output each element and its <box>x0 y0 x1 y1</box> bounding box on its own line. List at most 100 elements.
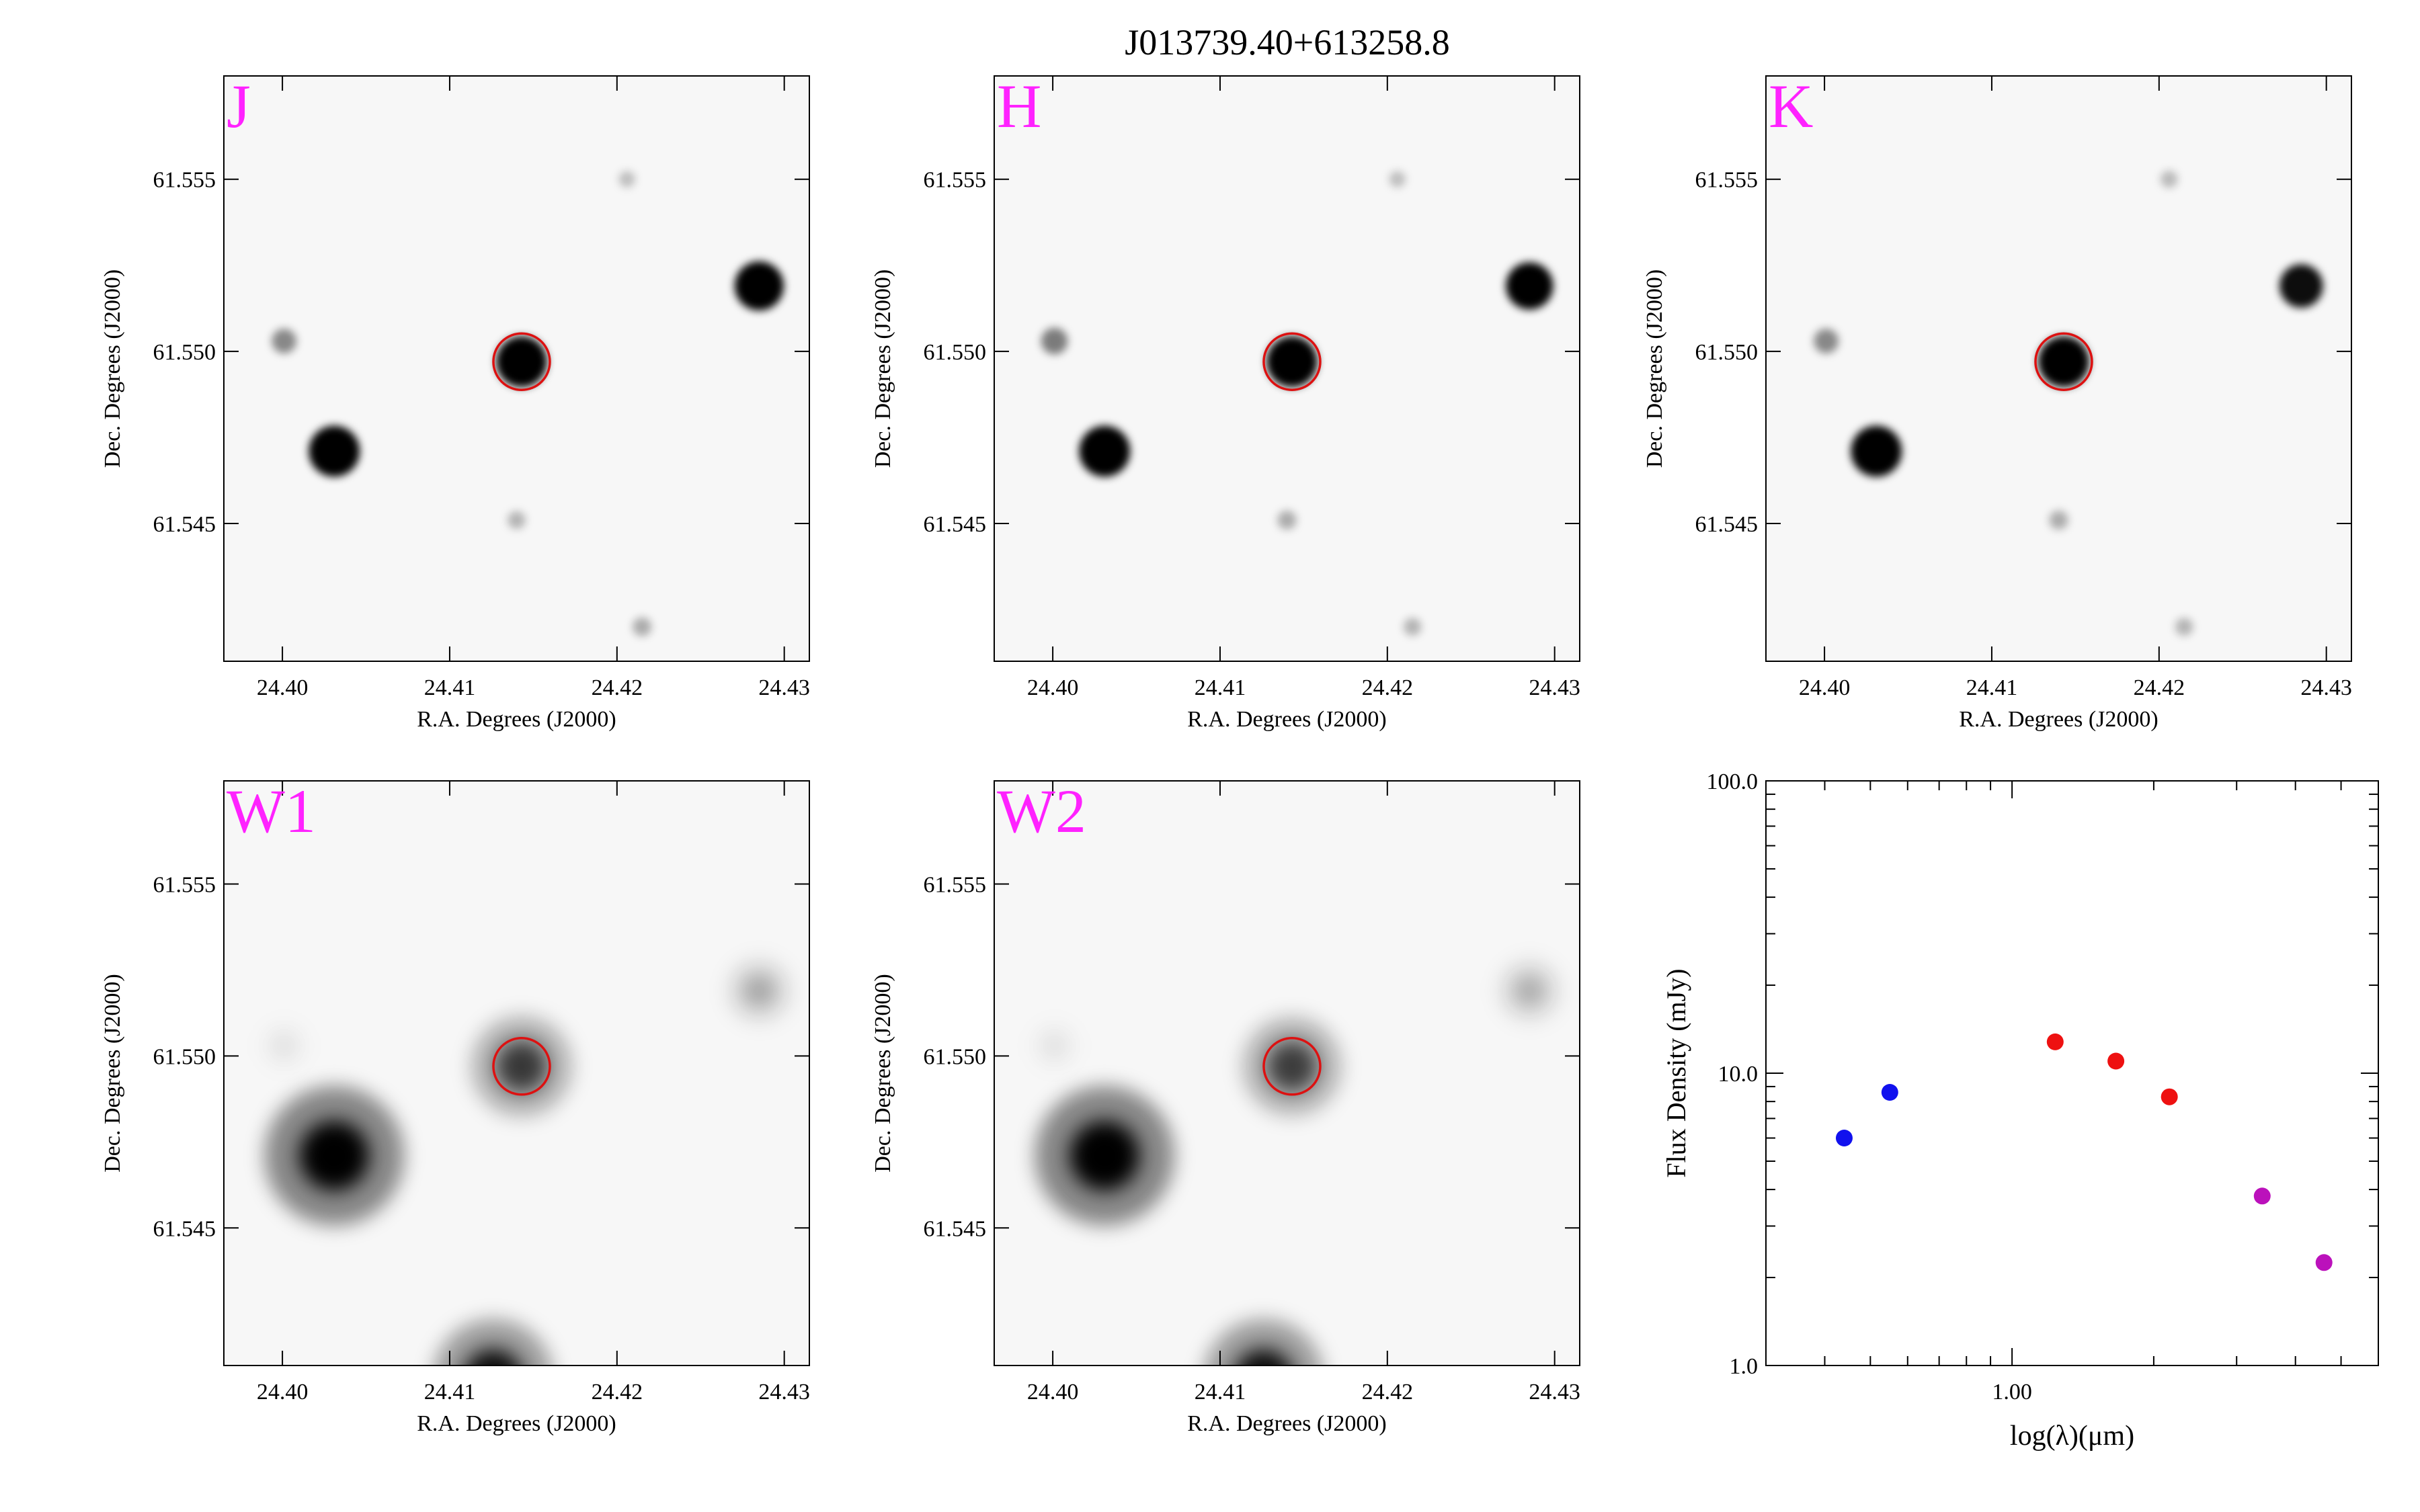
image-sources <box>264 957 793 1366</box>
x-axis-label: R.A. Degrees (J2000) <box>1187 707 1387 732</box>
panel-frame <box>994 75 1580 662</box>
target-aperture <box>2034 332 2093 392</box>
y-tick-label: 10.0 <box>1718 1062 1759 1087</box>
x-tick-label: 24.40 <box>1799 675 1851 700</box>
x-tick-label: 24.43 <box>1529 1380 1580 1404</box>
source <box>742 974 776 1007</box>
panel-k: 24.40 24.41 24.42 24.43 61.545 61.550 61.555 R.… <box>1642 72 2352 732</box>
y-tick-label: 61.555 <box>924 168 987 193</box>
source <box>1041 327 1068 355</box>
x-tick-label: 24.40 <box>257 1380 309 1404</box>
panel-frame <box>1765 780 2379 1366</box>
target-aperture <box>492 332 551 392</box>
target-aperture <box>492 1037 551 1096</box>
y-axis-label: Flux Density (mJy) <box>1661 968 1691 1177</box>
y-tick-label: 61.545 <box>153 512 216 537</box>
y-tick-label: 61.550 <box>153 340 216 365</box>
source <box>2049 510 2068 530</box>
band-label: H <box>997 72 1041 140</box>
source <box>1079 425 1131 477</box>
x-axis-label: R.A. Degrees (J2000) <box>1959 707 2159 732</box>
source <box>1814 329 1839 353</box>
x-tick-label: 24.42 <box>1362 1380 1414 1404</box>
y-tick-label: 61.555 <box>1695 168 1759 193</box>
x-tick-label: 24.43 <box>758 675 810 700</box>
x-tick-label: 24.40 <box>1027 675 1079 700</box>
y-tick-label: 61.550 <box>924 340 987 365</box>
panel-sed: 1.0 10.0 100.0 1.00 log(λ)(μm) Flux Density (… <box>1661 769 2379 1452</box>
y-axis-label: Dec. Degrees (J2000) <box>1642 269 1667 468</box>
x-tick-label: 24.40 <box>257 675 309 700</box>
source <box>1389 171 1406 187</box>
sed-point-optical <box>1881 1083 1898 1101</box>
x-axis-label: R.A. Degrees (J2000) <box>1187 1411 1387 1436</box>
x-tick-label: 24.43 <box>2300 675 2352 700</box>
panel-j: 24.40 24.41 24.42 24.43 61.545 61.550 61.555 R.… <box>100 72 810 732</box>
panel-w1: 24.40 24.41 24.42 24.43 61.545 61.550 61.555 R.… <box>100 777 810 1436</box>
source <box>1506 262 1554 310</box>
band-label: K <box>1769 72 1813 140</box>
y-tick-label: 61.555 <box>924 873 987 898</box>
x-tick-label: 24.42 <box>1362 675 1414 700</box>
x-tick-label: 24.41 <box>1195 675 1246 700</box>
x-axis-label: log(λ)(μm) <box>2010 1421 2134 1452</box>
x-tick-label: 24.41 <box>1966 675 2018 700</box>
sed-point-optical <box>1835 1130 1853 1147</box>
sed-point-wise <box>2315 1254 2333 1271</box>
y-tick-label: 61.555 <box>153 873 216 898</box>
source <box>1403 618 1422 636</box>
band-label: W2 <box>997 777 1086 845</box>
y-axis-label: Dec. Degrees (J2000) <box>100 974 125 1173</box>
panel-frame <box>1765 75 2352 662</box>
x-tick-label: 24.41 <box>424 675 476 700</box>
source <box>2279 264 2323 308</box>
sed-point-wise <box>2253 1187 2271 1205</box>
panel-frame <box>223 780 810 1366</box>
y-tick-label: 61.545 <box>1695 512 1759 537</box>
y-axis-label: Dec. Degrees (J2000) <box>100 269 125 468</box>
target-aperture <box>1262 332 1322 392</box>
image-sources <box>1041 171 1554 636</box>
source <box>309 425 360 477</box>
source <box>2160 170 2178 188</box>
y-tick-label: 61.550 <box>153 1044 216 1069</box>
source <box>618 171 635 187</box>
source <box>508 511 526 530</box>
y-tick-label: 61.545 <box>924 1216 987 1241</box>
panel-frame <box>223 75 810 662</box>
x-tick-label: 24.42 <box>592 675 643 700</box>
source <box>734 261 784 311</box>
y-tick-label: 100.0 <box>1707 769 1759 794</box>
source <box>495 1040 547 1092</box>
image-sources <box>272 171 784 636</box>
source <box>495 336 547 388</box>
source <box>1266 1041 1318 1092</box>
x-axis-label: R.A. Degrees (J2000) <box>417 1411 616 1436</box>
x-tick-label: 24.42 <box>592 1380 643 1404</box>
source <box>632 617 652 636</box>
y-tick-label: 61.545 <box>924 512 987 537</box>
source <box>1851 425 1902 477</box>
y-tick-label: 61.555 <box>153 168 216 193</box>
x-tick-label: 24.43 <box>1529 675 1580 700</box>
x-tick-label: 24.40 <box>1027 1380 1079 1404</box>
panel-frame <box>994 780 1580 1366</box>
x-tick-label: 24.42 <box>2134 675 2185 700</box>
figure-title: J013739.40+613258.8 <box>1125 22 1450 62</box>
y-axis-label: Dec. Degrees (J2000) <box>871 269 895 468</box>
y-tick-label: 1.0 <box>1730 1354 1759 1379</box>
x-tick-label: 24.41 <box>424 1380 476 1404</box>
source <box>1070 1120 1140 1191</box>
sed-point-twomass <box>2046 1033 2064 1050</box>
source <box>1277 510 1297 530</box>
source <box>1513 974 1546 1007</box>
sed-point-twomass <box>2161 1088 2178 1105</box>
panel-h: 24.40 24.41 24.42 24.43 61.545 61.550 61.555 R.… <box>871 72 1580 732</box>
source <box>299 1120 370 1191</box>
y-tick-label: 61.545 <box>153 1216 216 1241</box>
panel-w2: 24.40 24.41 24.42 24.43 61.545 61.550 61.555 R.… <box>871 777 1580 1436</box>
band-label: W1 <box>227 777 316 845</box>
sed-point-twomass <box>2107 1052 2125 1070</box>
source-halo <box>434 1318 553 1366</box>
